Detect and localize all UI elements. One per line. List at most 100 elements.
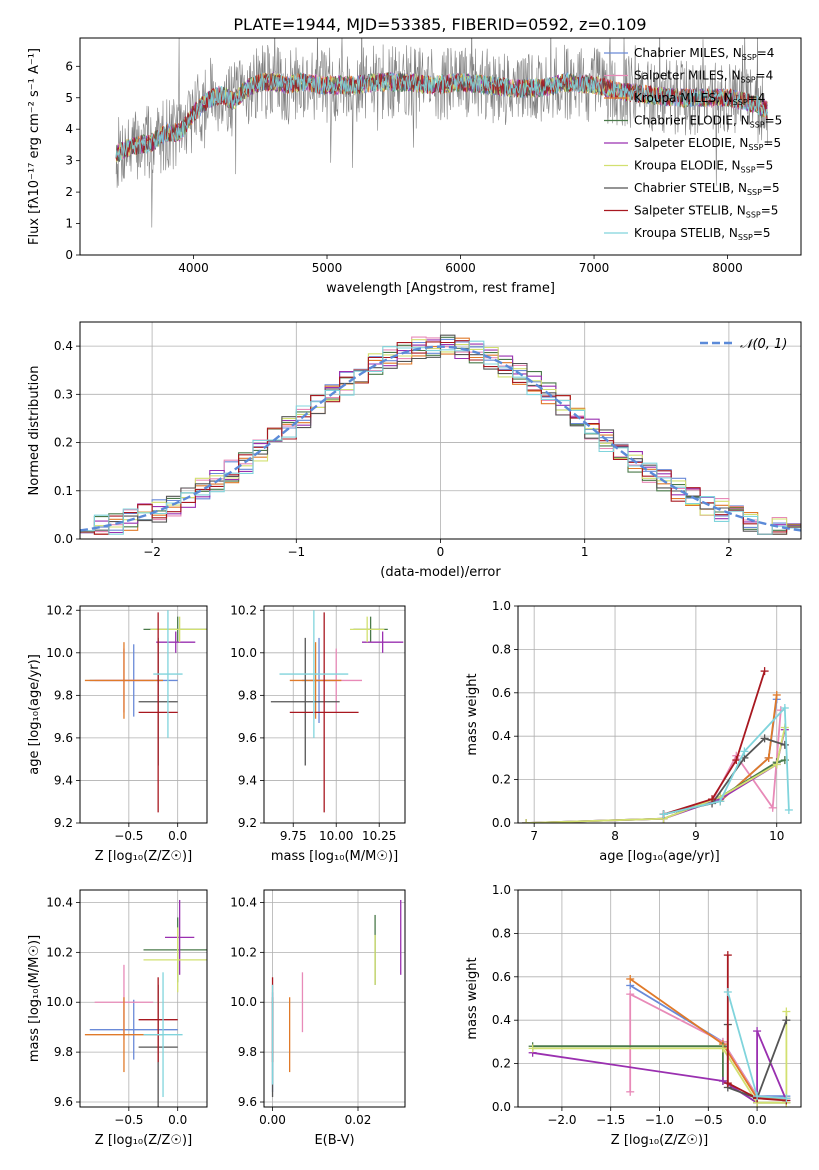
errorbar-point [289,642,342,719]
normal-legend-label: 𝒩(0, 1) [740,337,787,352]
errorbar-point [143,972,183,1098]
x-tick-label: 10 [769,829,784,843]
legend-entry: Salpeter ELODIE, NSSP=5 [634,136,781,152]
mass-weight-marker [723,987,732,996]
y-tick-label: 4 [65,122,73,136]
mass-weight-series [663,737,786,816]
y-tick-label: 10.0 [230,646,257,660]
errorbar-point [156,631,196,653]
residuals-panel: −2 −1 0 1 2 0.0 0.1 0.2 0.3 0.4 (data-model)/error… [27,321,802,580]
residuals-xlabel: (data-model)/error [380,565,501,580]
age-vs-Z-ylabel: age [log₁₀(age/yr)] [27,654,42,775]
x-tick-label: 1 [581,545,589,559]
mass-vs-EBV-xlabel: E(B-V) [314,1133,354,1148]
x-tick-label: 8 [611,829,619,843]
x-tick-label: 2 [725,545,733,559]
errorbar-point [89,999,178,1060]
mass-vs-EBV-frame [263,889,406,1108]
x-tick-label: −2.0 [547,1113,576,1127]
x-tick-label: 10.25 [362,829,396,843]
y-tick-label: 1 [65,217,73,231]
age-vs-Z-xlabel: Z [log₁₀(Z/Z☉)] [95,849,192,864]
x-tick-label: 0.0 [168,1113,187,1127]
x-tick-label: 0.00 [259,1113,286,1127]
mass-weight-series [663,670,766,816]
mass-weight-marker [782,1094,791,1103]
x-tick-label: 9.75 [280,829,307,843]
legend-entry: Chabrier STELIB, NSSP=5 [634,181,780,197]
errorbar-point [270,637,340,766]
errorbar-point [349,616,385,643]
spectrum-xlabel: wavelength [Angstrom, rest frame] [326,281,555,296]
mass-weight-vs-age-grid [518,605,801,824]
y-tick-label: 0.4 [54,339,73,353]
y-tick-label: 9.4 [238,773,257,787]
x-tick-label: −1 [287,545,305,559]
mass-weight-marker [784,805,793,814]
residuals-frame [79,321,802,540]
mass-weight-marker [522,819,531,823]
legend-entry: Salpeter MILES, NSSP=4 [634,69,773,85]
mass-weight-vs-Z-ylabel: mass weight [465,957,480,1039]
mass-weight-series [526,727,786,823]
mass-weight-marker [718,1076,727,1085]
y-tick-label: 2 [65,185,73,199]
y-tick-label: 10.0 [46,646,73,660]
model-spectrum [115,72,768,161]
y-tick-label: 10.2 [46,945,73,959]
age-vs-Z-frame [79,605,208,824]
mass-weight-marker [782,1007,791,1016]
errorbar-point [289,612,359,813]
y-tick-label: 0.0 [54,532,73,546]
legend-entry: Salpeter STELIB, NSSP=5 [634,204,778,220]
spectrum-frame [79,37,802,256]
y-tick-label: 10.0 [46,995,73,1009]
y-tick-label: 9.6 [54,731,73,745]
mass-weight-marker [732,756,741,765]
y-tick-label: 10.4 [230,895,257,909]
age-vs-mass-panel: 9.75 10.00 10.25 9.2 9.4 9.6 9.8 10.0 10.2 mass [… [230,603,406,864]
y-tick-label: 9.2 [54,816,73,830]
mass-weight-series [629,978,787,1100]
normal-curve [80,345,801,532]
mass-weight-marker [626,1087,635,1096]
y-tick-label: 0.4 [492,729,511,743]
x-tick-label: 4000 [178,261,209,275]
legend-entry: Kroupa MILES, NSSP=4 [634,91,765,107]
y-tick-label: 10.2 [230,603,257,617]
y-tick-label: 10.4 [46,895,73,909]
mass-vs-Z-frame [79,889,208,1108]
errorbar-point [362,631,404,653]
y-tick-label: 0.3 [54,387,73,401]
legend-entry: Kroupa ELODIE, NSSP=5 [634,159,773,175]
y-tick-label: 1.0 [492,883,511,897]
x-tick-label: 9 [692,829,700,843]
y-tick-label: 9.4 [54,773,73,787]
x-tick-label: −0.5 [114,829,143,843]
mass-weight-vs-age-xlabel: age [log₁₀(age/yr)] [599,849,720,864]
y-tick-label: 0.6 [492,970,511,984]
mass-vs-Z-grid [80,890,207,1107]
residuals-ylabel: Normed distribution [27,366,42,496]
y-tick-label: 0.4 [492,1013,511,1027]
mass-weight-marker [708,795,717,804]
x-tick-label: −0.5 [114,1113,143,1127]
y-tick-label: 0.6 [492,686,511,700]
errorbar-point [84,642,164,719]
mass-weight-marker [626,990,635,999]
x-tick-label: 0 [437,545,445,559]
mass-weight-marker [772,690,781,699]
y-tick-label: 0.1 [54,484,73,498]
x-tick-label: −1.0 [645,1113,674,1127]
mass-weight-marker [740,747,749,756]
errorbar-point [138,612,178,813]
mass-vs-Z-xlabel: Z [log₁₀(Z/Z☉)] [95,1133,192,1148]
y-tick-label: 9.2 [238,816,257,830]
x-tick-label: 10.00 [319,829,353,843]
y-tick-label: 0.0 [492,816,511,830]
mass-weight-marker [780,703,789,712]
errorbar-point [150,616,207,643]
age-vs-mass-grid [264,606,405,824]
errorbar-point [164,899,195,975]
